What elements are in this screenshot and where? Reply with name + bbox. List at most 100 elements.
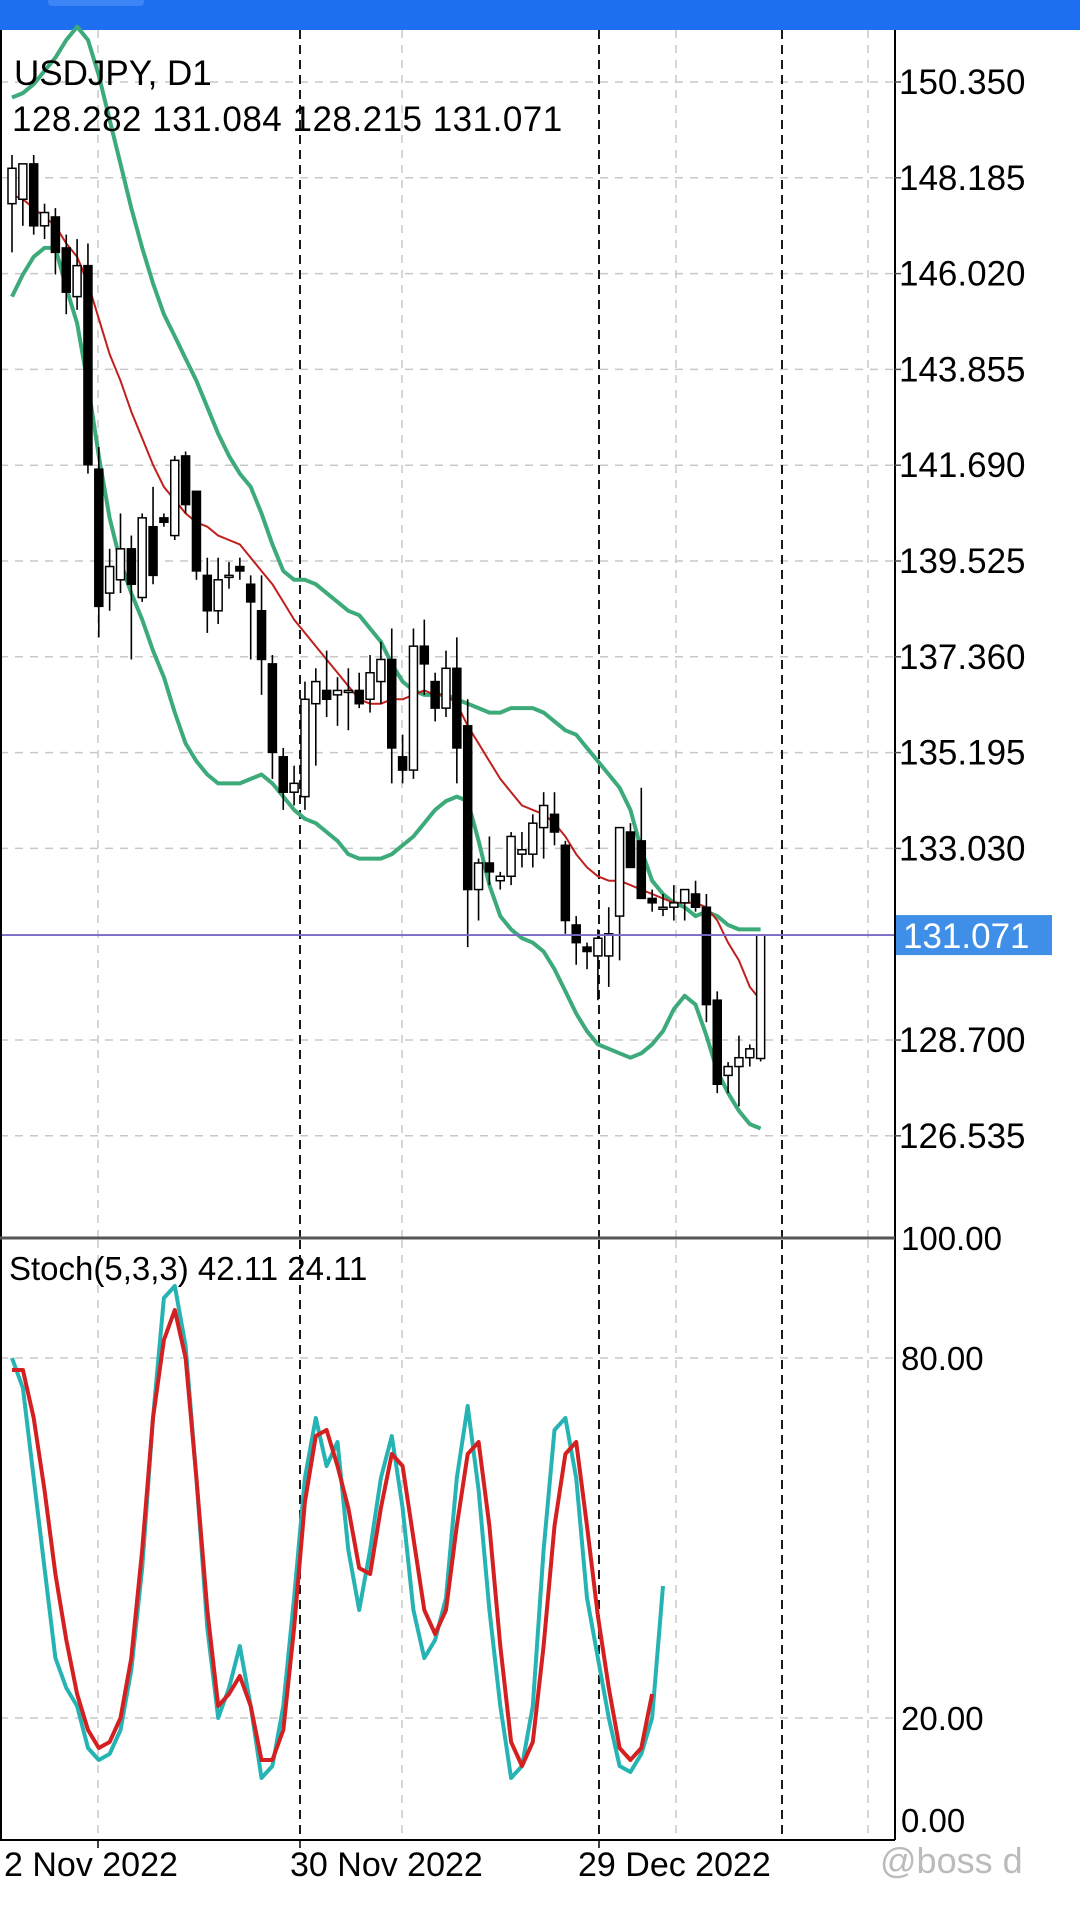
candle-body (712, 999, 722, 1085)
status-bar-notch (48, 0, 144, 6)
panel-frames (0, 30, 896, 1841)
candle-body (61, 247, 71, 293)
candle-body (343, 689, 354, 694)
candlesticks (7, 155, 766, 1107)
bollinger-upper (11, 24, 761, 932)
candle-body (159, 517, 169, 524)
time-axis-labels: 2 Nov 2022 30 Nov 2022 29 Dec 2022 (4, 1840, 771, 1884)
candle-body (593, 937, 603, 957)
stochastic-lines (10, 1284, 665, 1780)
stoch-signal-line (12, 1308, 655, 1768)
candle-body (419, 645, 430, 665)
candle-body (452, 667, 462, 749)
top-status-bar (0, 0, 1080, 30)
time-label: 2 Nov 2022 (4, 1846, 178, 1884)
stoch-tick-label: 100.00 (901, 1220, 1002, 1257)
candle-body (582, 946, 592, 953)
price-tick-label: 143.855 (899, 350, 1026, 389)
candle-body (560, 844, 571, 922)
stoch-axis-ticks: 100.00 80.00 20.00 0.00 (901, 1220, 1002, 1839)
candle-body (213, 579, 223, 612)
stoch-tick-label: 80.00 (901, 1340, 984, 1377)
candle-body (289, 782, 299, 793)
price-tick-label: 150.350 (899, 63, 1026, 102)
candle-body (191, 490, 202, 572)
stoch-tick-label: 20.00 (901, 1700, 984, 1737)
candle-body (462, 725, 473, 891)
candle-body (202, 574, 213, 612)
candle-body (658, 906, 668, 911)
candle-body (571, 924, 581, 944)
candle-body (723, 1065, 733, 1077)
candle-body (170, 459, 180, 537)
candle-body (397, 756, 408, 771)
candle-body (28, 163, 39, 227)
moving-average (11, 193, 762, 1001)
candle-body (679, 888, 690, 904)
price-tick-label: 139.525 (899, 542, 1026, 581)
price-tick-label: 148.185 (899, 159, 1026, 198)
candle-body (321, 689, 332, 701)
candle-body (528, 822, 538, 855)
candle-body (235, 565, 245, 572)
candle-body (245, 583, 256, 603)
candle-body (311, 680, 321, 705)
symbol-title: USDJPY, D1 (14, 54, 212, 93)
candle-body (604, 933, 614, 957)
candle-body (647, 897, 657, 904)
candle-body (300, 698, 310, 798)
candle-body (256, 610, 267, 661)
candle-body (549, 813, 560, 833)
candle-body (137, 517, 147, 599)
moving-average-line (11, 193, 762, 1001)
candle-body (104, 565, 115, 594)
candle-body (745, 1048, 755, 1059)
candle-body (354, 689, 364, 705)
candle-body (755, 934, 766, 1060)
candle-body (18, 163, 28, 201)
candle-body (625, 831, 636, 869)
watermark: @boss d (880, 1840, 1023, 1881)
price-tick-label: 133.030 (899, 829, 1026, 868)
grid-lines (0, 30, 895, 1840)
candle-body (430, 680, 440, 709)
current-price-label: 131.071 (903, 917, 1030, 956)
candle-body (180, 455, 191, 506)
candle-body (7, 167, 17, 205)
candle-body (734, 1056, 744, 1068)
price-tick-label: 146.020 (899, 255, 1026, 294)
stoch-title: Stoch(5,3,3) 42.11 24.11 (9, 1250, 368, 1287)
price-tick-label: 137.360 (899, 638, 1026, 677)
candle-body (278, 756, 288, 793)
time-label: 29 Dec 2022 (578, 1846, 771, 1884)
price-tick-label: 141.690 (899, 446, 1026, 485)
ohlc-values: 128.282 131.084 128.215 131.071 (12, 100, 563, 139)
stoch-tick-label: 0.00 (901, 1802, 965, 1839)
candle-body (387, 658, 397, 749)
candle-body (365, 671, 375, 701)
candle-body (473, 862, 484, 891)
candle-body (441, 667, 451, 709)
price-tick-label: 128.700 (899, 1021, 1026, 1060)
candle-body (267, 663, 278, 754)
candle-body (701, 906, 712, 1006)
price-axis-ticks: 150.350 148.185 146.020 143.855 141.690 139.5… (895, 63, 1052, 1156)
candle-body (332, 689, 343, 696)
current-price-label-bg (896, 915, 1052, 956)
candle-body (94, 468, 104, 608)
candle-body (517, 848, 527, 855)
candle-body (115, 548, 126, 581)
candle-body (50, 216, 61, 254)
time-label: 30 Nov 2022 (290, 1846, 483, 1884)
candle-body (484, 862, 495, 873)
candle-body (39, 211, 50, 227)
candle-body (669, 902, 679, 909)
bollinger-bands (10, 24, 762, 1131)
candle-body (376, 658, 386, 683)
candle-body (126, 548, 137, 585)
candle-body (495, 875, 505, 882)
price-tick-label: 126.535 (899, 1117, 1026, 1156)
candle-body (636, 840, 647, 900)
candle-body (408, 645, 419, 771)
